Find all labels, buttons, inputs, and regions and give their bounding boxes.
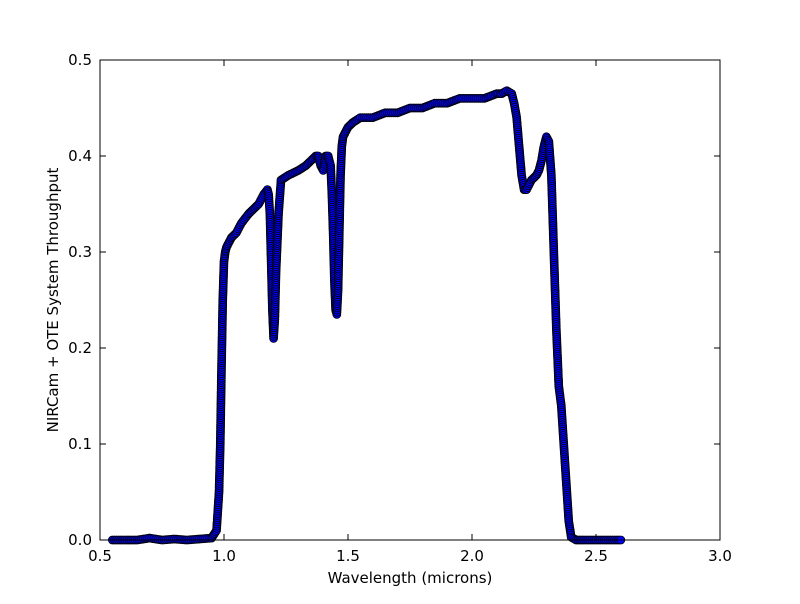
y-tick-label: 0.0 bbox=[68, 531, 92, 549]
x-tick-label: 3.0 bbox=[708, 547, 732, 565]
y-tick-label: 0.4 bbox=[68, 147, 92, 165]
data-points bbox=[108, 86, 626, 545]
plot-frame bbox=[99, 59, 721, 541]
x-tick-label: 1.0 bbox=[212, 547, 236, 565]
x-tick-label: 0.5 bbox=[88, 547, 112, 565]
x-tick-label: 2.5 bbox=[584, 547, 608, 565]
y-tick-label: 0.5 bbox=[68, 51, 92, 69]
axis-ticks: 0.5 1.0 1.5 2.0 2.5 3.0 0.0 0.1 0.2 0.3 0.4 0.5 bbox=[68, 51, 732, 565]
y-tick-label: 0.3 bbox=[68, 243, 92, 261]
x-tick-label: 1.5 bbox=[336, 547, 360, 565]
x-tick-label: 2.0 bbox=[460, 547, 484, 565]
y-tick-label: 0.2 bbox=[68, 339, 92, 357]
y-axis-label: NIRCam + OTE System Throughput bbox=[44, 168, 62, 433]
x-axis-label: Wavelength (microns) bbox=[328, 569, 493, 587]
y-tick-label: 0.1 bbox=[68, 435, 92, 453]
